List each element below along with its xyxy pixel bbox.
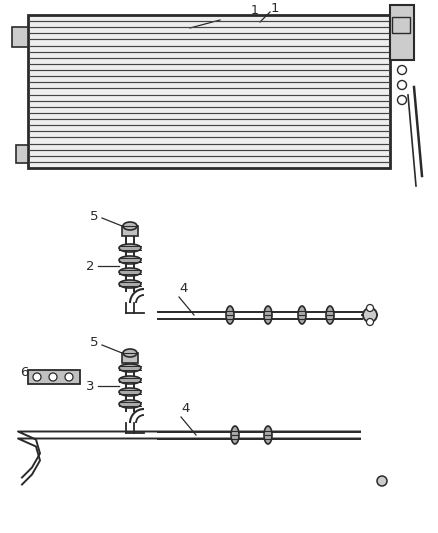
Text: 4: 4 — [180, 282, 188, 295]
Circle shape — [398, 95, 406, 104]
Text: 5: 5 — [90, 209, 98, 222]
Bar — [16, 145, 28, 163]
Ellipse shape — [264, 306, 272, 324]
Ellipse shape — [119, 376, 141, 384]
Text: 1: 1 — [251, 4, 259, 17]
Circle shape — [377, 476, 387, 486]
Bar — [392, 17, 410, 33]
Circle shape — [398, 66, 406, 75]
Bar — [28, 370, 80, 384]
Ellipse shape — [226, 306, 234, 324]
Bar — [122, 226, 138, 236]
Text: 6: 6 — [20, 366, 28, 378]
Text: 4: 4 — [182, 402, 190, 416]
Circle shape — [65, 373, 73, 381]
Text: 1: 1 — [271, 3, 279, 15]
Circle shape — [367, 319, 374, 326]
Bar — [122, 353, 138, 363]
Circle shape — [363, 308, 377, 322]
Text: 2: 2 — [86, 260, 94, 272]
Circle shape — [33, 373, 41, 381]
Ellipse shape — [119, 400, 141, 408]
Ellipse shape — [123, 222, 137, 230]
Ellipse shape — [123, 349, 137, 357]
Ellipse shape — [326, 306, 334, 324]
Bar — [390, 5, 414, 60]
Ellipse shape — [298, 306, 306, 324]
Text: 3: 3 — [86, 379, 94, 392]
Circle shape — [367, 304, 374, 311]
Text: 5: 5 — [90, 336, 98, 350]
Bar — [12, 27, 28, 47]
Bar — [28, 15, 390, 168]
Ellipse shape — [231, 426, 239, 444]
Circle shape — [49, 373, 57, 381]
Circle shape — [398, 80, 406, 90]
Ellipse shape — [119, 256, 141, 264]
Ellipse shape — [119, 268, 141, 276]
Ellipse shape — [119, 280, 141, 288]
Ellipse shape — [119, 364, 141, 372]
Ellipse shape — [119, 388, 141, 396]
Ellipse shape — [119, 244, 141, 252]
Ellipse shape — [264, 426, 272, 444]
